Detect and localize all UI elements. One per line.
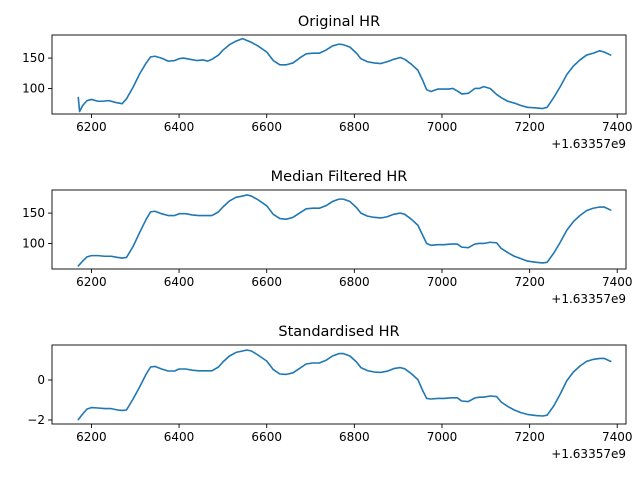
x-tick-label: 6600 xyxy=(251,275,282,289)
series-line xyxy=(77,194,612,267)
x-tick-label: 6400 xyxy=(164,120,195,134)
x-tick-label: 6600 xyxy=(251,430,282,444)
x-tick-label: 6400 xyxy=(164,430,195,444)
subplot-1: Original HR 6200 6400 6600 6800 7000 7200 7400 1… xyxy=(22,14,632,151)
axes-frame xyxy=(51,344,627,425)
y-tick-label: 150 xyxy=(22,51,45,65)
y-tick-label: 0 xyxy=(37,373,45,387)
y-tick-label: 150 xyxy=(22,206,45,220)
x-tick-label: 6800 xyxy=(339,430,370,444)
series-line xyxy=(77,349,612,421)
x-tick-label: 7000 xyxy=(427,275,458,289)
x-tick-label: 6800 xyxy=(339,120,370,134)
x-tick-label: 7000 xyxy=(427,430,458,444)
x-tick-label: 7400 xyxy=(602,430,633,444)
x-tick-label: 7200 xyxy=(514,120,545,134)
y-tick-label: −2 xyxy=(27,413,45,427)
subplot-title: Original HR xyxy=(298,14,380,30)
x-tick-label: 7400 xyxy=(602,275,633,289)
x-tick-label: 6200 xyxy=(76,275,107,289)
y-tick-label: 100 xyxy=(22,236,45,250)
x-offset-label: +1.63357e9 xyxy=(551,447,626,461)
subplot-title: Standardised HR xyxy=(278,324,399,340)
x-tick-label: 7400 xyxy=(602,120,633,134)
y-tick-label: 100 xyxy=(22,81,45,95)
series-line xyxy=(77,37,612,113)
x-tick-label: 7200 xyxy=(514,275,545,289)
x-tick-label: 6800 xyxy=(339,275,370,289)
x-offset-label: +1.63357e9 xyxy=(551,292,626,306)
subplot-3: Standardised HR 6200 6400 6600 6800 7000 7200 7… xyxy=(27,324,632,461)
x-tick-label: 6400 xyxy=(164,275,195,289)
x-tick-label: 6600 xyxy=(251,120,282,134)
x-offset-label: +1.63357e9 xyxy=(551,137,626,151)
x-tick-label: 7200 xyxy=(514,430,545,444)
x-tick-label: 6200 xyxy=(76,120,107,134)
subplot-title: Median Filtered HR xyxy=(271,169,408,185)
x-tick-label: 6200 xyxy=(76,430,107,444)
subplot-2: Median Filtered HR 6200 6400 6600 6800 7000 72… xyxy=(22,169,632,306)
axes-frame xyxy=(51,34,627,115)
axes-frame xyxy=(51,189,627,270)
x-tick-label: 7000 xyxy=(427,120,458,134)
